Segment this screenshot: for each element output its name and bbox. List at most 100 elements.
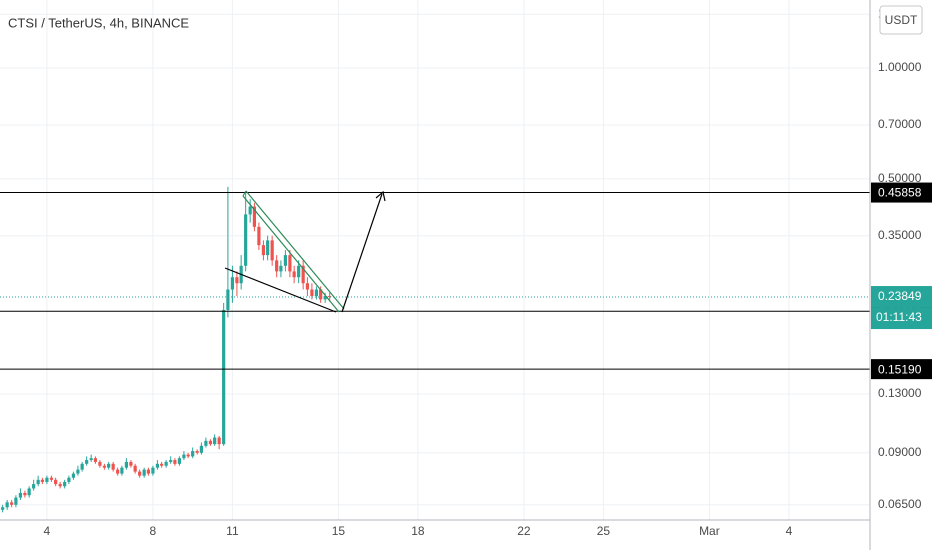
candle-body (314, 289, 319, 297)
candle-body (275, 260, 279, 272)
candle-body (208, 440, 213, 445)
drawings (224, 190, 386, 313)
currency-button[interactable] (879, 5, 923, 35)
candle-body (58, 484, 62, 487)
wedge-line (242, 195, 340, 313)
countdown: 01:11:43 (876, 310, 922, 324)
candle-body (120, 467, 124, 474)
candle-body (297, 265, 301, 278)
candle-body (310, 289, 314, 297)
wedge-line (242, 190, 247, 197)
y-tick-label: 1.00000 (878, 60, 922, 74)
candle-body (32, 484, 36, 489)
candle-body (199, 445, 204, 453)
candle-body (5, 502, 9, 508)
candle-body (301, 265, 305, 284)
countdown-box (871, 307, 932, 330)
x-tick-label: 4 (786, 524, 793, 538)
candle-body (14, 497, 18, 505)
candle-body (18, 492, 23, 498)
candle-body (319, 289, 323, 300)
x-tick-label: 8 (150, 524, 157, 538)
level-label-box (871, 359, 932, 380)
level-label: 0.45858 (878, 186, 922, 200)
candle-body (261, 245, 266, 256)
arrow (341, 193, 383, 313)
candle-body (222, 309, 226, 445)
candle-body (305, 283, 310, 290)
x-tick-label: 22 (517, 524, 531, 538)
candle-body (151, 467, 155, 474)
candle-body (111, 463, 115, 470)
candle-body (182, 454, 186, 459)
candle-body (71, 473, 76, 478)
candles (0, 186, 870, 513)
candle-body (76, 469, 80, 474)
candle-body (36, 479, 40, 485)
x-tick-label: 15 (332, 524, 346, 538)
wedge-line (224, 267, 337, 313)
last-price-label: 0.23849 (878, 289, 922, 303)
candle-body (217, 437, 221, 445)
arrow-head (375, 190, 386, 202)
candle-body (63, 481, 67, 487)
candle-body (279, 265, 283, 272)
candle-body (124, 461, 129, 468)
candle-body (85, 460, 89, 464)
candle-body (204, 440, 208, 446)
candle-body (10, 502, 14, 505)
candle-body (1, 507, 5, 510)
last-price-box (871, 286, 932, 308)
candle-body (266, 240, 270, 256)
candle-body (138, 471, 142, 476)
candle-body (173, 460, 177, 464)
candle-body (23, 492, 27, 496)
candle-body (213, 437, 217, 445)
candle-body (288, 255, 292, 272)
candle-body (186, 454, 190, 457)
candle-body (226, 289, 230, 310)
candle-body (45, 477, 49, 482)
y-tick-label: 0.35000 (878, 228, 922, 242)
candle-body (49, 477, 54, 480)
currency[interactable]: USDT (885, 13, 918, 27)
candle-body (98, 461, 102, 466)
candle-body (292, 271, 296, 278)
candle-body (67, 477, 71, 482)
x-tick-label: 25 (597, 524, 611, 538)
candle-body (252, 206, 257, 227)
candle-body (257, 226, 261, 246)
candle-body (142, 469, 146, 476)
level-label-box (871, 182, 932, 203)
x-tick-label: 11 (226, 524, 239, 538)
candle-body (54, 479, 58, 485)
candle-body (107, 463, 111, 468)
chart-title: CTSI / TetherUS, 4h, BINANCE (8, 15, 189, 30)
candle-body (40, 479, 45, 482)
candle-body (270, 240, 274, 261)
candle-body (328, 296, 332, 298)
wedge-line (245, 190, 345, 310)
candle-body (133, 465, 137, 472)
candle-body (116, 469, 120, 474)
candle-body (283, 255, 288, 266)
y-tick-label: 0.13000 (878, 386, 922, 400)
candle-body (235, 277, 239, 284)
y-tick-label: 0.06500 (878, 497, 922, 511)
y-tick-label: 0.50000 (878, 171, 922, 185)
y-tick-label: 0.09000 (878, 445, 922, 459)
candle-body (89, 458, 93, 461)
candle-body (177, 458, 182, 464)
candle-body (169, 460, 173, 462)
candle-body (248, 206, 252, 215)
candle-body (195, 451, 199, 453)
x-tick-label: 18 (411, 524, 425, 538)
candle-body (27, 488, 31, 496)
x-tick-label: 4 (44, 524, 51, 538)
candle-body (160, 463, 164, 466)
x-tick-label: Mar (699, 524, 720, 538)
candle-body (146, 469, 151, 474)
